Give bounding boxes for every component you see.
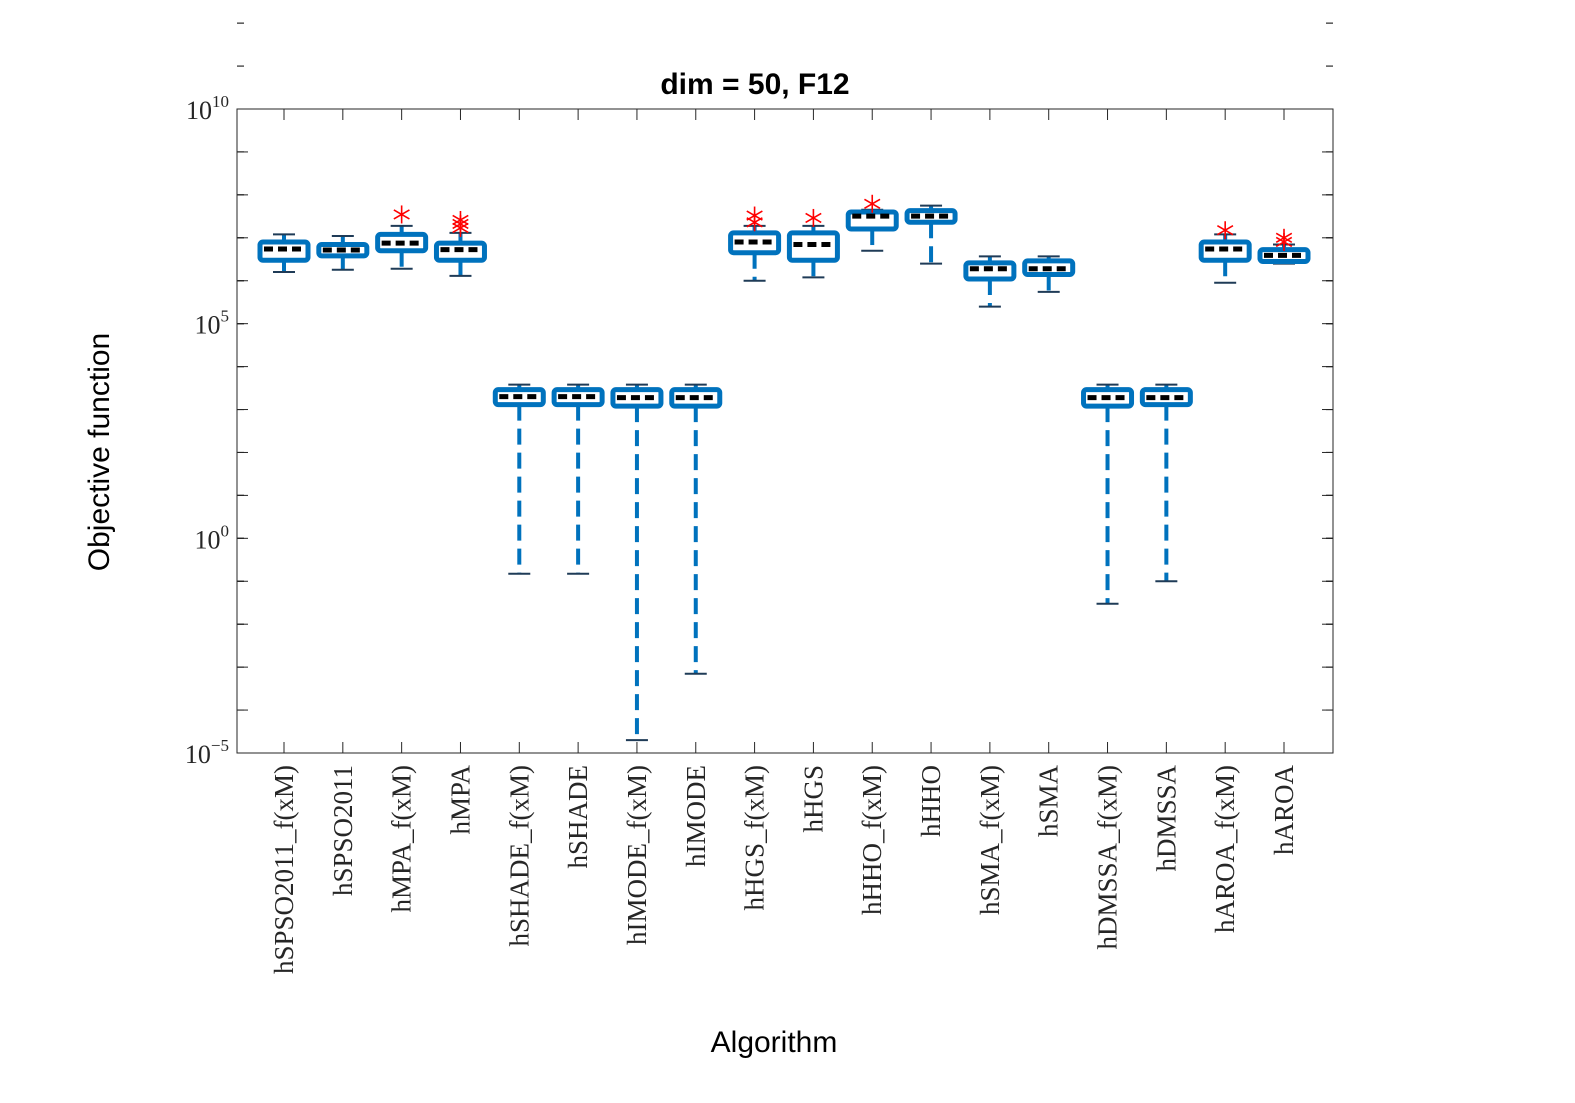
y-tick-label: 1010 [186, 92, 229, 125]
x-category-label: hMPA [445, 765, 475, 835]
outlier-marker [864, 194, 881, 213]
x-category-label: hSPSO2011_f(xM) [269, 765, 299, 974]
y-tick-exponent: 10 [212, 92, 229, 111]
x-category-label: hAROA [1269, 765, 1299, 856]
y-tick-label: 10−5 [185, 736, 229, 769]
x-category-label: hSMA_f(xM) [975, 765, 1005, 915]
y-tick-label: 105 [195, 307, 230, 340]
x-category-label: hMPA_f(xM) [387, 765, 417, 913]
x-category-label: hSHADE_f(xM) [504, 765, 534, 947]
y-tick-base: 10 [195, 311, 221, 340]
axes-frame [236, 108, 1334, 754]
x-category-label: hSPSO2011 [328, 765, 358, 896]
outlier-marker [393, 205, 410, 224]
x-category-label: hDMSSA [1151, 765, 1181, 872]
y-tick-base: 10 [186, 96, 212, 125]
y-tick-exponent: 5 [221, 307, 230, 326]
x-category-label: hIMODE_f(xM) [622, 765, 652, 945]
x-category-label: hHHO [916, 765, 946, 837]
x-category-label: hHGS_f(xM) [740, 765, 770, 911]
outlier-marker [746, 206, 763, 225]
y-axis-label: Objective function [83, 333, 116, 571]
outlier-marker [452, 210, 469, 229]
y-tick-base: 10 [185, 740, 211, 769]
x-axis-label: Algorithm [711, 1026, 838, 1059]
x-category-label: hSHADE [563, 765, 593, 869]
x-category-label: hHGS [798, 765, 828, 833]
y-tick-label: 100 [195, 521, 230, 554]
outlier-marker [805, 208, 822, 227]
y-tick-base: 10 [195, 525, 221, 554]
outlier-marker [1216, 221, 1234, 240]
x-category-label: hDMSSA_f(xM) [1093, 765, 1123, 950]
x-category-label: hSMA [1034, 765, 1064, 838]
x-category-label: hAROA_f(xM) [1210, 765, 1240, 933]
x-category-label: hHHO_f(xM) [857, 765, 887, 915]
y-tick-exponent: −5 [211, 736, 229, 755]
outlier-marker [1275, 228, 1293, 247]
x-category-label: hIMODE [681, 765, 711, 867]
chart-title: dim = 50, F12 [660, 68, 849, 101]
y-tick-exponent: 0 [221, 521, 230, 540]
